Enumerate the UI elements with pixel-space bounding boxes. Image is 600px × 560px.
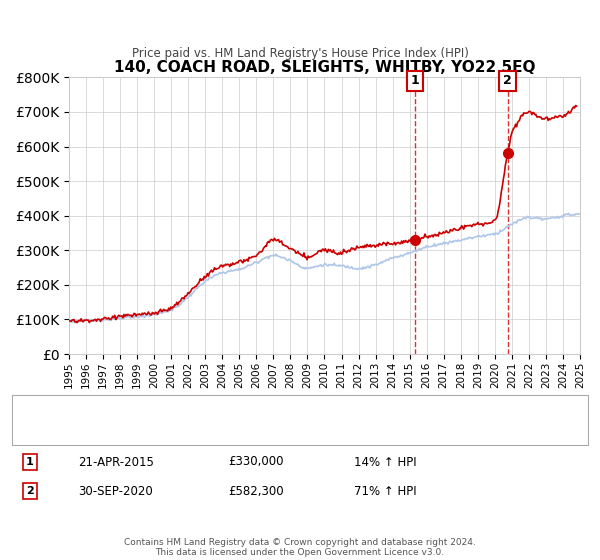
Text: Contains HM Land Registry data © Crown copyright and database right 2024.
This d: Contains HM Land Registry data © Crown c… xyxy=(124,538,476,557)
Text: 1: 1 xyxy=(26,457,34,467)
Text: 140, COACH ROAD, SLEIGHTS, WHITBY, YO22 5EQ (detached house): 140, COACH ROAD, SLEIGHTS, WHITBY, YO22 … xyxy=(87,400,467,410)
Text: 1: 1 xyxy=(410,74,419,87)
Text: 2: 2 xyxy=(26,486,34,496)
Text: 21-APR-2015: 21-APR-2015 xyxy=(78,455,154,469)
Text: 2: 2 xyxy=(503,74,512,87)
Text: 14% ↑ HPI: 14% ↑ HPI xyxy=(354,455,416,469)
Text: 30-SEP-2020: 30-SEP-2020 xyxy=(78,484,153,498)
Text: £330,000: £330,000 xyxy=(228,455,284,469)
Text: Price paid vs. HM Land Registry's House Price Index (HPI): Price paid vs. HM Land Registry's House … xyxy=(131,46,469,60)
Title: 140, COACH ROAD, SLEIGHTS, WHITBY, YO22 5EQ: 140, COACH ROAD, SLEIGHTS, WHITBY, YO22 … xyxy=(114,60,535,75)
Text: 71% ↑ HPI: 71% ↑ HPI xyxy=(354,484,416,498)
Text: £582,300: £582,300 xyxy=(228,484,284,498)
Text: ─────: ───── xyxy=(36,428,74,441)
Text: HPI: Average price, detached house, North Yorkshire: HPI: Average price, detached house, Nort… xyxy=(87,430,379,440)
Text: ─────: ───── xyxy=(36,399,74,412)
